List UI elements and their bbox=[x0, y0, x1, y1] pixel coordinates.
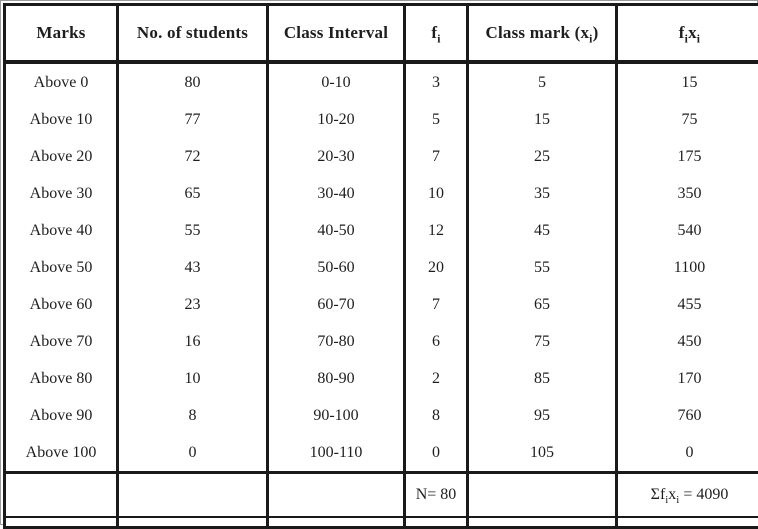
totals-cell-x bbox=[468, 473, 617, 518]
cell-f: 7 bbox=[405, 138, 468, 175]
cell-x: 15 bbox=[468, 101, 617, 138]
cell-marks: Above 40 bbox=[5, 212, 118, 249]
header-cell-x: Class mark (xi) bbox=[468, 5, 617, 63]
cell-fx: 75 bbox=[617, 101, 758, 138]
cell-f: 8 bbox=[405, 397, 468, 434]
cell-students: 0 bbox=[118, 434, 268, 473]
totals-cell-n: N= 80 bbox=[405, 473, 468, 518]
cell-marks: Above 0 bbox=[5, 62, 118, 101]
cell-marks: Above 50 bbox=[5, 249, 118, 286]
cell-fx: 760 bbox=[617, 397, 758, 434]
cell-f: 20 bbox=[405, 249, 468, 286]
header-cell-students: No. of students bbox=[118, 5, 268, 63]
cell-interval: 80-90 bbox=[268, 360, 405, 397]
cell-marks: Above 80 bbox=[5, 360, 118, 397]
cell-fx: 540 bbox=[617, 212, 758, 249]
totals-row: N= 80 Σfixi = 4090 bbox=[5, 473, 758, 518]
cell-x: 65 bbox=[468, 286, 617, 323]
cell-students: 23 bbox=[118, 286, 268, 323]
cell-x: 55 bbox=[468, 249, 617, 286]
header-cell-f: fi bbox=[405, 5, 468, 63]
cell-marks: Above 70 bbox=[5, 323, 118, 360]
cell-marks: Above 30 bbox=[5, 175, 118, 212]
cell-f: 0 bbox=[405, 434, 468, 473]
cell-fx: 1100 bbox=[617, 249, 758, 286]
frequency-table: Marks No. of students Class Interval fi … bbox=[3, 3, 758, 529]
cell-x: 75 bbox=[468, 323, 617, 360]
cell-students: 72 bbox=[118, 138, 268, 175]
totals-cell-interval bbox=[268, 473, 405, 518]
cell-f: 2 bbox=[405, 360, 468, 397]
cell-interval: 100-110 bbox=[268, 434, 405, 473]
cell-f: 6 bbox=[405, 323, 468, 360]
header-cell-interval: Class Interval bbox=[268, 5, 405, 63]
cell-fx: 15 bbox=[617, 62, 758, 101]
cell-students: 10 bbox=[118, 360, 268, 397]
cell-x: 45 bbox=[468, 212, 617, 249]
cell-f: 7 bbox=[405, 286, 468, 323]
totals-cell-marks bbox=[5, 473, 118, 518]
bottom-spacer-row bbox=[5, 517, 758, 528]
cell-fx: 455 bbox=[617, 286, 758, 323]
cell-interval: 90-100 bbox=[268, 397, 405, 434]
cell-interval: 60-70 bbox=[268, 286, 405, 323]
cell-interval: 40-50 bbox=[268, 212, 405, 249]
cell-students: 8 bbox=[118, 397, 268, 434]
cell-x: 25 bbox=[468, 138, 617, 175]
totals-cell-fx-sum: Σfixi = 4090 bbox=[617, 473, 758, 518]
cell-students: 43 bbox=[118, 249, 268, 286]
header-row: Marks No. of students Class Interval fi … bbox=[5, 5, 758, 63]
cell-x: 95 bbox=[468, 397, 617, 434]
cell-interval: 0-10 bbox=[268, 62, 405, 101]
cell-marks: Above 10 bbox=[5, 101, 118, 138]
cell-marks: Above 20 bbox=[5, 138, 118, 175]
cell-f: 10 bbox=[405, 175, 468, 212]
cell-fx: 350 bbox=[617, 175, 758, 212]
cell-f: 12 bbox=[405, 212, 468, 249]
cell-students: 16 bbox=[118, 323, 268, 360]
cell-students: 80 bbox=[118, 62, 268, 101]
cell-marks: Above 60 bbox=[5, 286, 118, 323]
header-cell-fx: fixi bbox=[617, 5, 758, 63]
cell-students: 55 bbox=[118, 212, 268, 249]
totals-cell-students bbox=[118, 473, 268, 518]
cell-interval: 50-60 bbox=[268, 249, 405, 286]
header-cell-marks: Marks bbox=[5, 5, 118, 63]
cell-fx: 175 bbox=[617, 138, 758, 175]
cell-x: 35 bbox=[468, 175, 617, 212]
cell-f: 5 bbox=[405, 101, 468, 138]
cell-fx: 450 bbox=[617, 323, 758, 360]
cell-x: 105 bbox=[468, 434, 617, 473]
cell-f: 3 bbox=[405, 62, 468, 101]
cell-students: 65 bbox=[118, 175, 268, 212]
cell-x: 5 bbox=[468, 62, 617, 101]
cell-students: 77 bbox=[118, 101, 268, 138]
cell-interval: 70-80 bbox=[268, 323, 405, 360]
cell-x: 85 bbox=[468, 360, 617, 397]
cell-marks: Above 90 bbox=[5, 397, 118, 434]
cell-interval: 30-40 bbox=[268, 175, 405, 212]
cell-marks: Above 100 bbox=[5, 434, 118, 473]
cell-fx: 0 bbox=[617, 434, 758, 473]
cell-interval: 20-30 bbox=[268, 138, 405, 175]
cell-fx: 170 bbox=[617, 360, 758, 397]
cell-interval: 10-20 bbox=[268, 101, 405, 138]
